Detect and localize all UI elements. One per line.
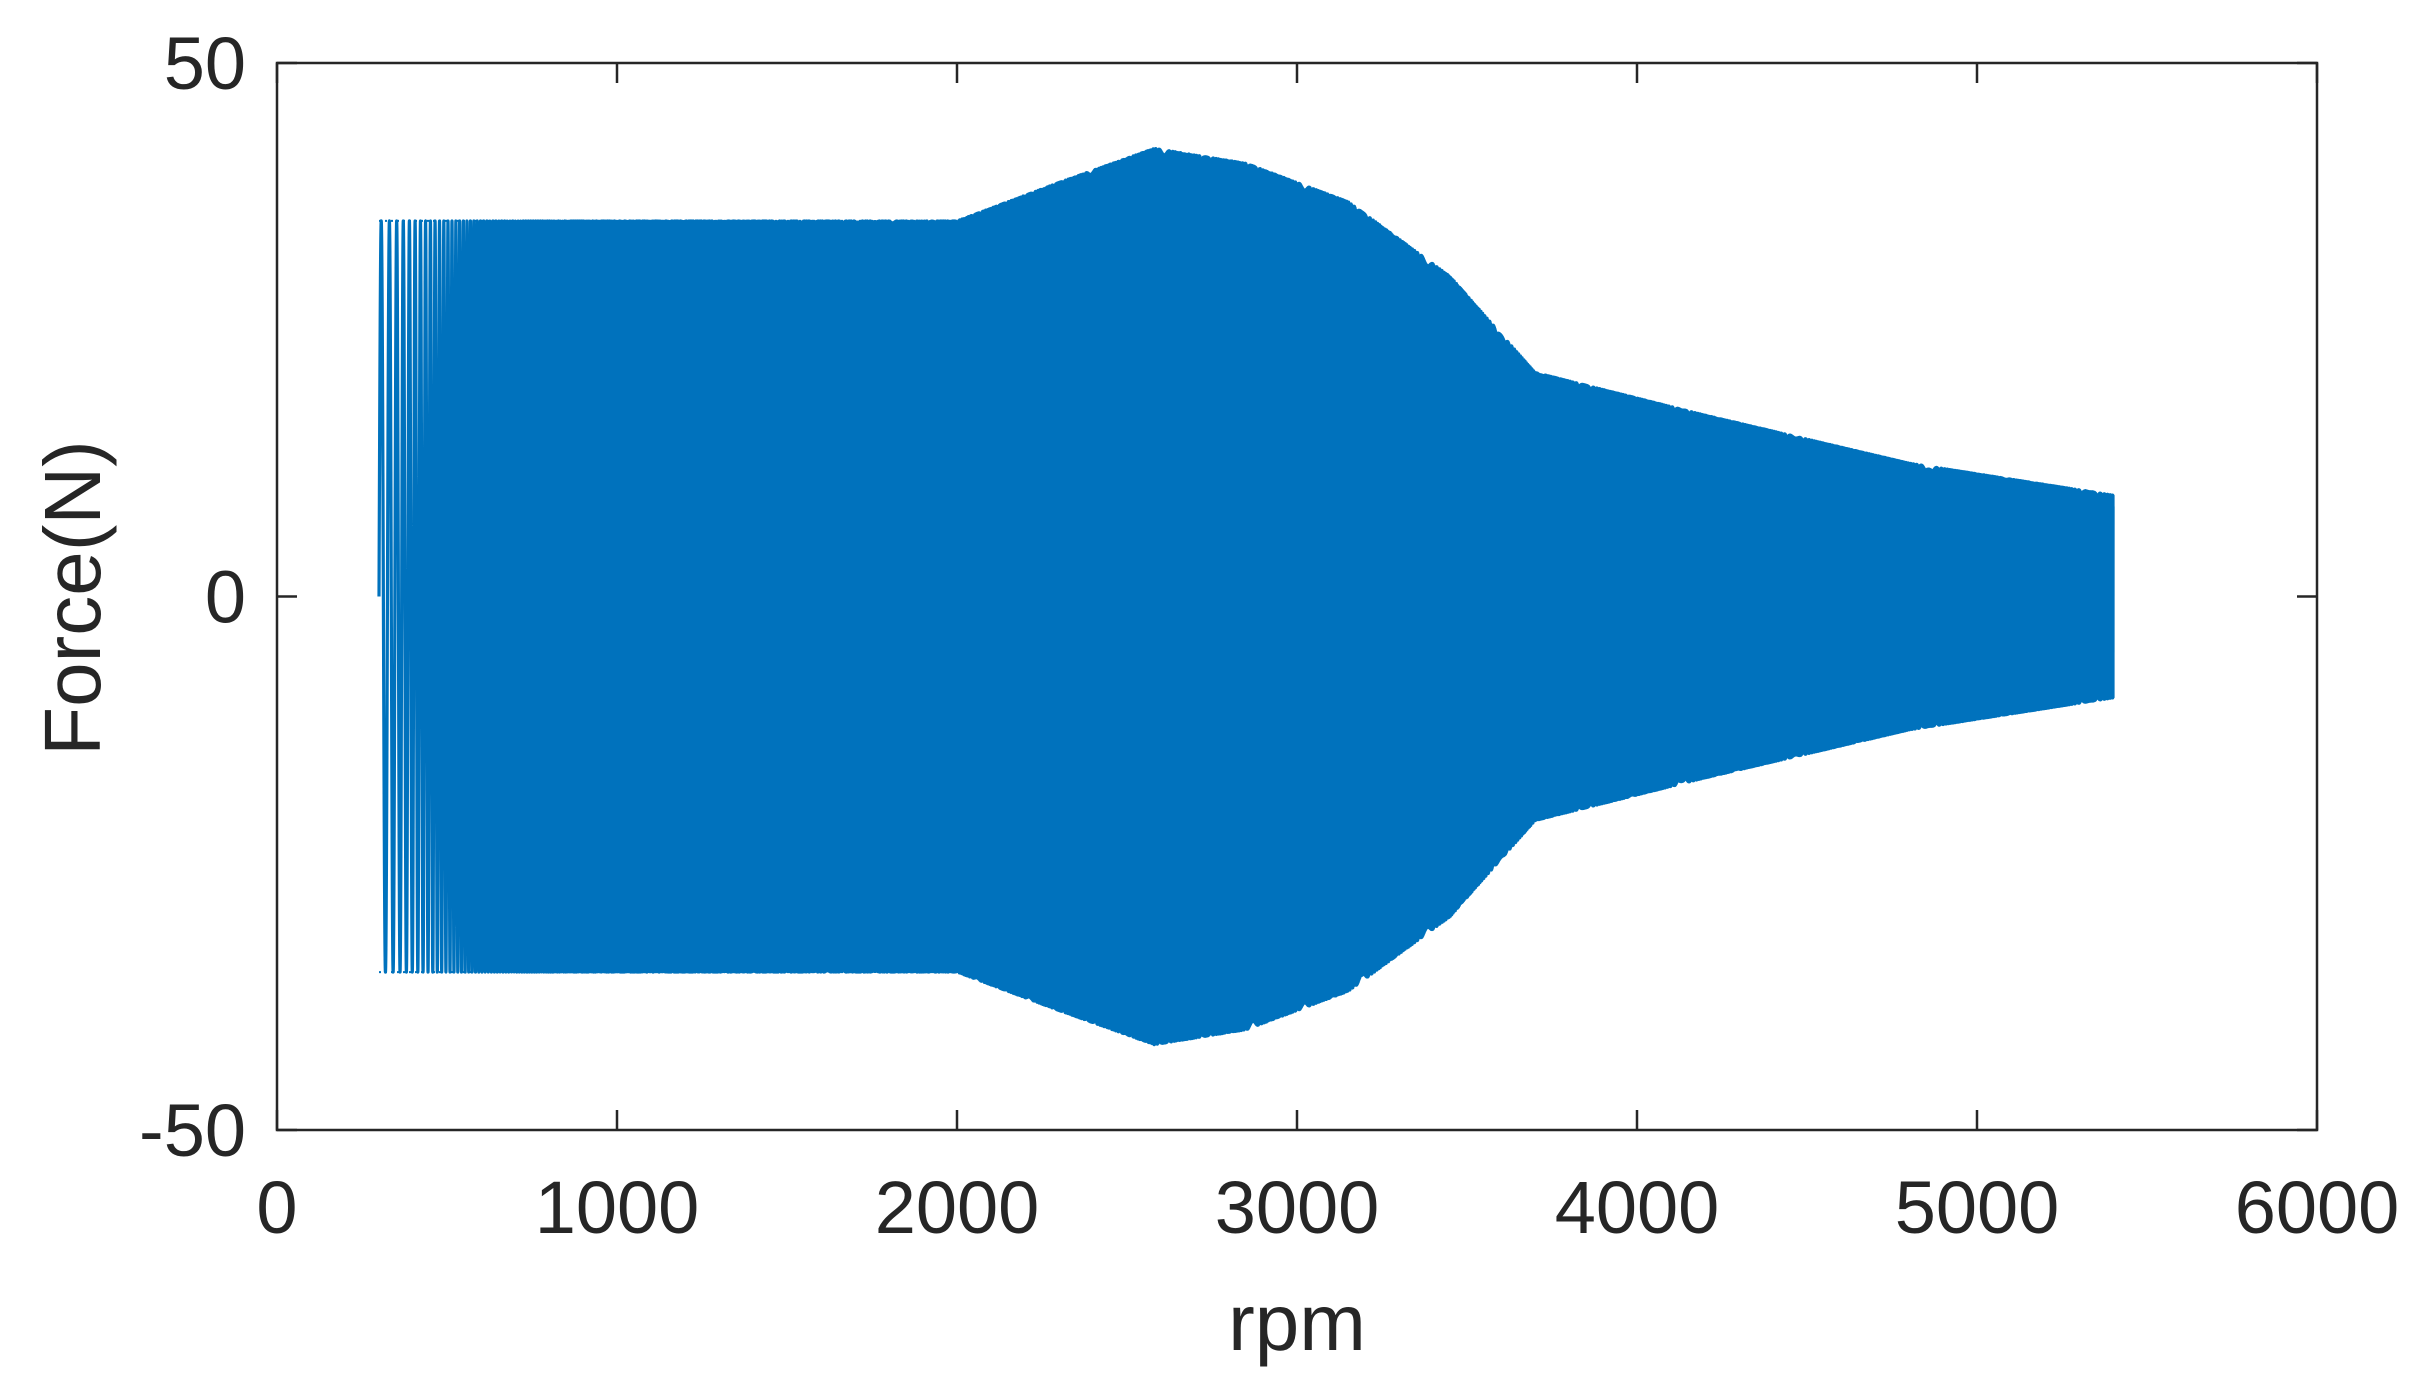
series-line	[377, 147, 2115, 1047]
x-tick-label: 3000	[1215, 1166, 1380, 1249]
y-tick-label: 0	[205, 556, 246, 639]
x-axis-label: rpm	[1228, 1278, 1366, 1367]
x-tick-label: 4000	[1555, 1166, 1720, 1249]
x-tick-label: 2000	[875, 1166, 1040, 1249]
x-tick-label: 5000	[1895, 1166, 2060, 1249]
x-tick-label: 1000	[535, 1166, 700, 1249]
y-tick-label: -50	[139, 1089, 246, 1172]
y-tick-label: 50	[164, 22, 246, 105]
x-tick-label: 0	[256, 1166, 297, 1249]
plot-area	[377, 147, 2115, 1047]
x-tick-label: 6000	[2235, 1166, 2400, 1249]
y-axis-label: Force(N)	[28, 440, 117, 756]
